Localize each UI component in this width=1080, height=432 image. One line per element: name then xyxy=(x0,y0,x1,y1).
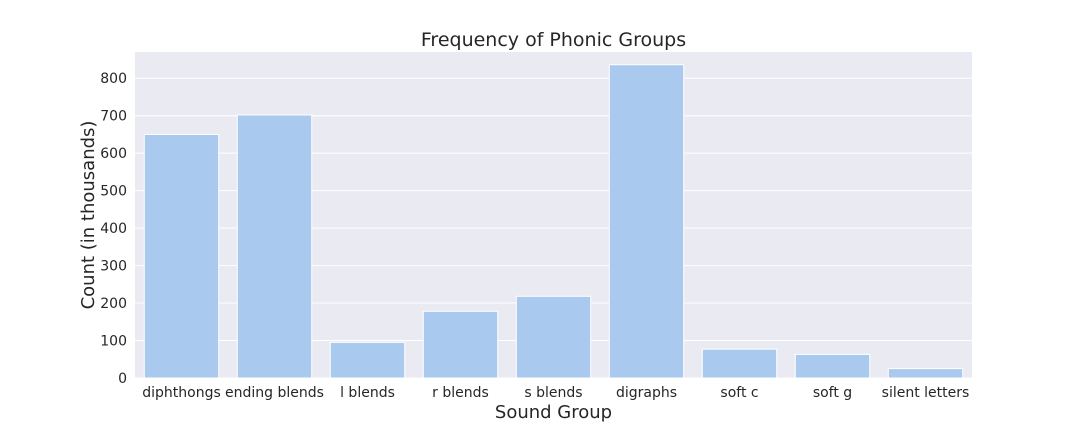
chart-title: Frequency of Phonic Groups xyxy=(421,29,686,51)
bar-l-blends xyxy=(329,341,406,379)
y-tick-label: 100 xyxy=(100,334,127,350)
y-tick-label: 400 xyxy=(100,221,127,237)
bar-silent-letters xyxy=(887,368,964,379)
y-tick-label: 200 xyxy=(100,296,127,312)
bar-ending-blends xyxy=(236,114,313,379)
bar-soft-c xyxy=(701,348,778,379)
x-tick-label: silent letters xyxy=(882,385,970,401)
x-tick-labels: diphthongs ending blends l blends r blends s… xyxy=(142,385,969,401)
bars xyxy=(143,64,964,379)
y-tick-label: 300 xyxy=(100,259,127,275)
x-tick-label: l blends xyxy=(340,385,395,401)
y-tick-label: 800 xyxy=(100,71,127,87)
y-tick-labels: 0 100 200 300 400 500 600 700 800 xyxy=(100,71,127,387)
x-tick-label: soft c xyxy=(720,385,758,401)
bar-diphthongs xyxy=(143,133,220,379)
x-tick-label: digraphs xyxy=(616,385,677,401)
y-tick-label: 500 xyxy=(100,184,127,200)
y-tick-label: 700 xyxy=(100,109,127,125)
x-tick-label: r blends xyxy=(432,385,489,401)
bar-soft-g xyxy=(794,353,871,379)
bar-r-blends xyxy=(422,310,499,379)
y-tick-label: 600 xyxy=(100,146,127,162)
bar-digraphs xyxy=(608,64,685,379)
x-tick-label: soft g xyxy=(813,385,852,401)
bar-s-blends xyxy=(515,295,592,379)
y-axis-label: Count (in thousands) xyxy=(78,121,99,310)
x-tick-label: s blends xyxy=(524,385,582,401)
x-axis-label: Sound Group xyxy=(495,402,612,423)
y-tick-label: 0 xyxy=(118,371,127,387)
x-tick-label: diphthongs xyxy=(142,385,221,401)
x-tick-label: ending blends xyxy=(225,385,324,401)
